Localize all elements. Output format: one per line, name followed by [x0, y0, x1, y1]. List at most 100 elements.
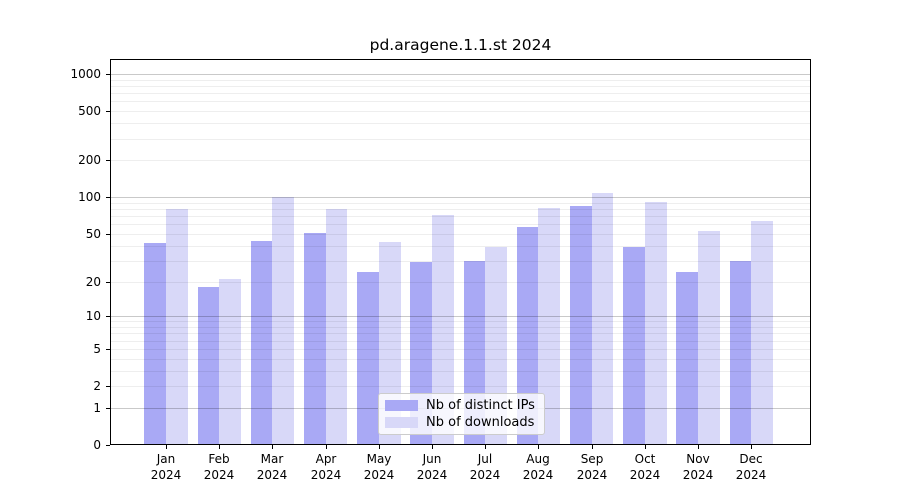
y-tick [106, 445, 110, 446]
y-tick [106, 197, 110, 198]
bar-downloads [751, 220, 773, 444]
bar-distinct-ips [197, 286, 220, 444]
x-tick [698, 445, 699, 449]
gridline-minor [111, 216, 810, 218]
gridline-minor [111, 202, 810, 204]
x-tick [166, 445, 167, 449]
x-tick [219, 445, 220, 449]
bar-downloads [219, 279, 241, 444]
gridline-major [111, 316, 810, 318]
y-tick-label: 20 [85, 275, 101, 289]
gridline-minor [111, 85, 810, 87]
gridline-minor [111, 101, 810, 103]
y-tick [106, 160, 110, 161]
gridline-minor [111, 281, 810, 283]
x-tick-label: Oct 2024 [629, 452, 661, 482]
y-tick-label: 1 [93, 401, 101, 415]
bar-downloads [644, 202, 667, 444]
y-tick-label: 500 [78, 104, 101, 118]
y-tick-label: 5 [93, 342, 101, 356]
x-tick [272, 445, 273, 449]
bar-downloads [432, 214, 454, 444]
x-tick-label: Jul 2024 [469, 452, 501, 482]
bar-distinct-ips [516, 226, 539, 444]
bar-downloads [272, 197, 295, 444]
gridline-minor [111, 160, 810, 162]
x-tick-label: Jun 2024 [416, 452, 448, 482]
gridline-major [111, 197, 810, 199]
x-tick [538, 445, 539, 449]
gridline-minor [111, 327, 810, 328]
gridline-minor [111, 233, 810, 235]
gridline-minor [111, 321, 810, 323]
gridline-minor [111, 348, 810, 350]
legend-swatch-distinct-ips [385, 400, 418, 411]
y-tick [106, 282, 110, 283]
gridline-minor [111, 123, 810, 125]
plot-area [110, 59, 811, 445]
bar-downloads [325, 209, 348, 444]
x-tick [432, 445, 433, 449]
x-tick [592, 445, 593, 449]
y-tick [106, 408, 110, 409]
y-tick [106, 316, 110, 317]
gridline-minor [111, 340, 810, 342]
gridline-major [111, 73, 810, 75]
x-tick-label: Sep 2024 [576, 452, 608, 482]
gridline-minor [111, 93, 810, 95]
x-tick [751, 445, 752, 449]
y-tick-label: 1000 [70, 67, 101, 81]
y-tick-label: 10 [85, 309, 101, 323]
x-tick [645, 445, 646, 449]
gridline-minor [111, 79, 810, 81]
bar-distinct-ips [357, 272, 379, 444]
x-tick-label: Mar 2024 [256, 452, 288, 482]
x-tick-label: Apr 2024 [310, 452, 342, 482]
y-tick [106, 386, 110, 387]
bar-distinct-ips [676, 272, 699, 444]
y-tick [106, 234, 110, 235]
legend-label-distinct-ips: Nb of distinct IPs [426, 398, 535, 413]
gridline-minor [111, 370, 810, 372]
gridline-minor [111, 260, 810, 262]
bar-distinct-ips [250, 240, 273, 444]
gridline-minor [111, 386, 810, 387]
y-tick [106, 111, 110, 112]
y-tick [106, 349, 110, 350]
bar-distinct-ips [729, 260, 752, 444]
gridline-minor [111, 209, 810, 211]
legend-item-distinct-ips: Nb of distinct IPs [385, 398, 538, 413]
gridline-minor [111, 358, 810, 360]
legend-swatch-downloads [385, 417, 418, 428]
y-tick-label: 50 [85, 227, 101, 241]
gridline-minor [111, 333, 810, 335]
bar-distinct-ips [303, 232, 326, 444]
gridline-minor [111, 245, 810, 247]
x-tick-label: Dec 2024 [735, 452, 767, 482]
x-tick-label: May 2024 [363, 452, 395, 482]
x-tick-label: Jan 2024 [150, 452, 182, 482]
x-tick-label: Nov 2024 [682, 452, 714, 482]
x-tick [485, 445, 486, 449]
bar-downloads [538, 207, 561, 444]
y-tick-label: 200 [78, 153, 101, 167]
y-tick [106, 74, 110, 75]
legend: Nb of distinct IPs Nb of downloads [378, 393, 545, 435]
gridline-minor [111, 138, 810, 140]
chart-title: pd.aragene.1.1.st 2024 [369, 36, 552, 54]
legend-item-downloads: Nb of downloads [385, 415, 538, 430]
gridline-minor [111, 224, 810, 226]
bar-downloads [698, 230, 720, 444]
legend-label-downloads: Nb of downloads [426, 415, 535, 430]
y-tick-label: 100 [78, 190, 101, 204]
x-tick-label: Aug 2024 [522, 452, 554, 482]
bar-downloads [591, 193, 614, 444]
x-tick [326, 445, 327, 449]
bar-distinct-ips [569, 205, 592, 444]
gridline-minor [111, 111, 810, 113]
x-tick [379, 445, 380, 449]
bar-distinct-ips [623, 246, 645, 444]
x-tick-label: Feb 2024 [203, 452, 235, 482]
y-tick-label: 2 [93, 379, 101, 393]
